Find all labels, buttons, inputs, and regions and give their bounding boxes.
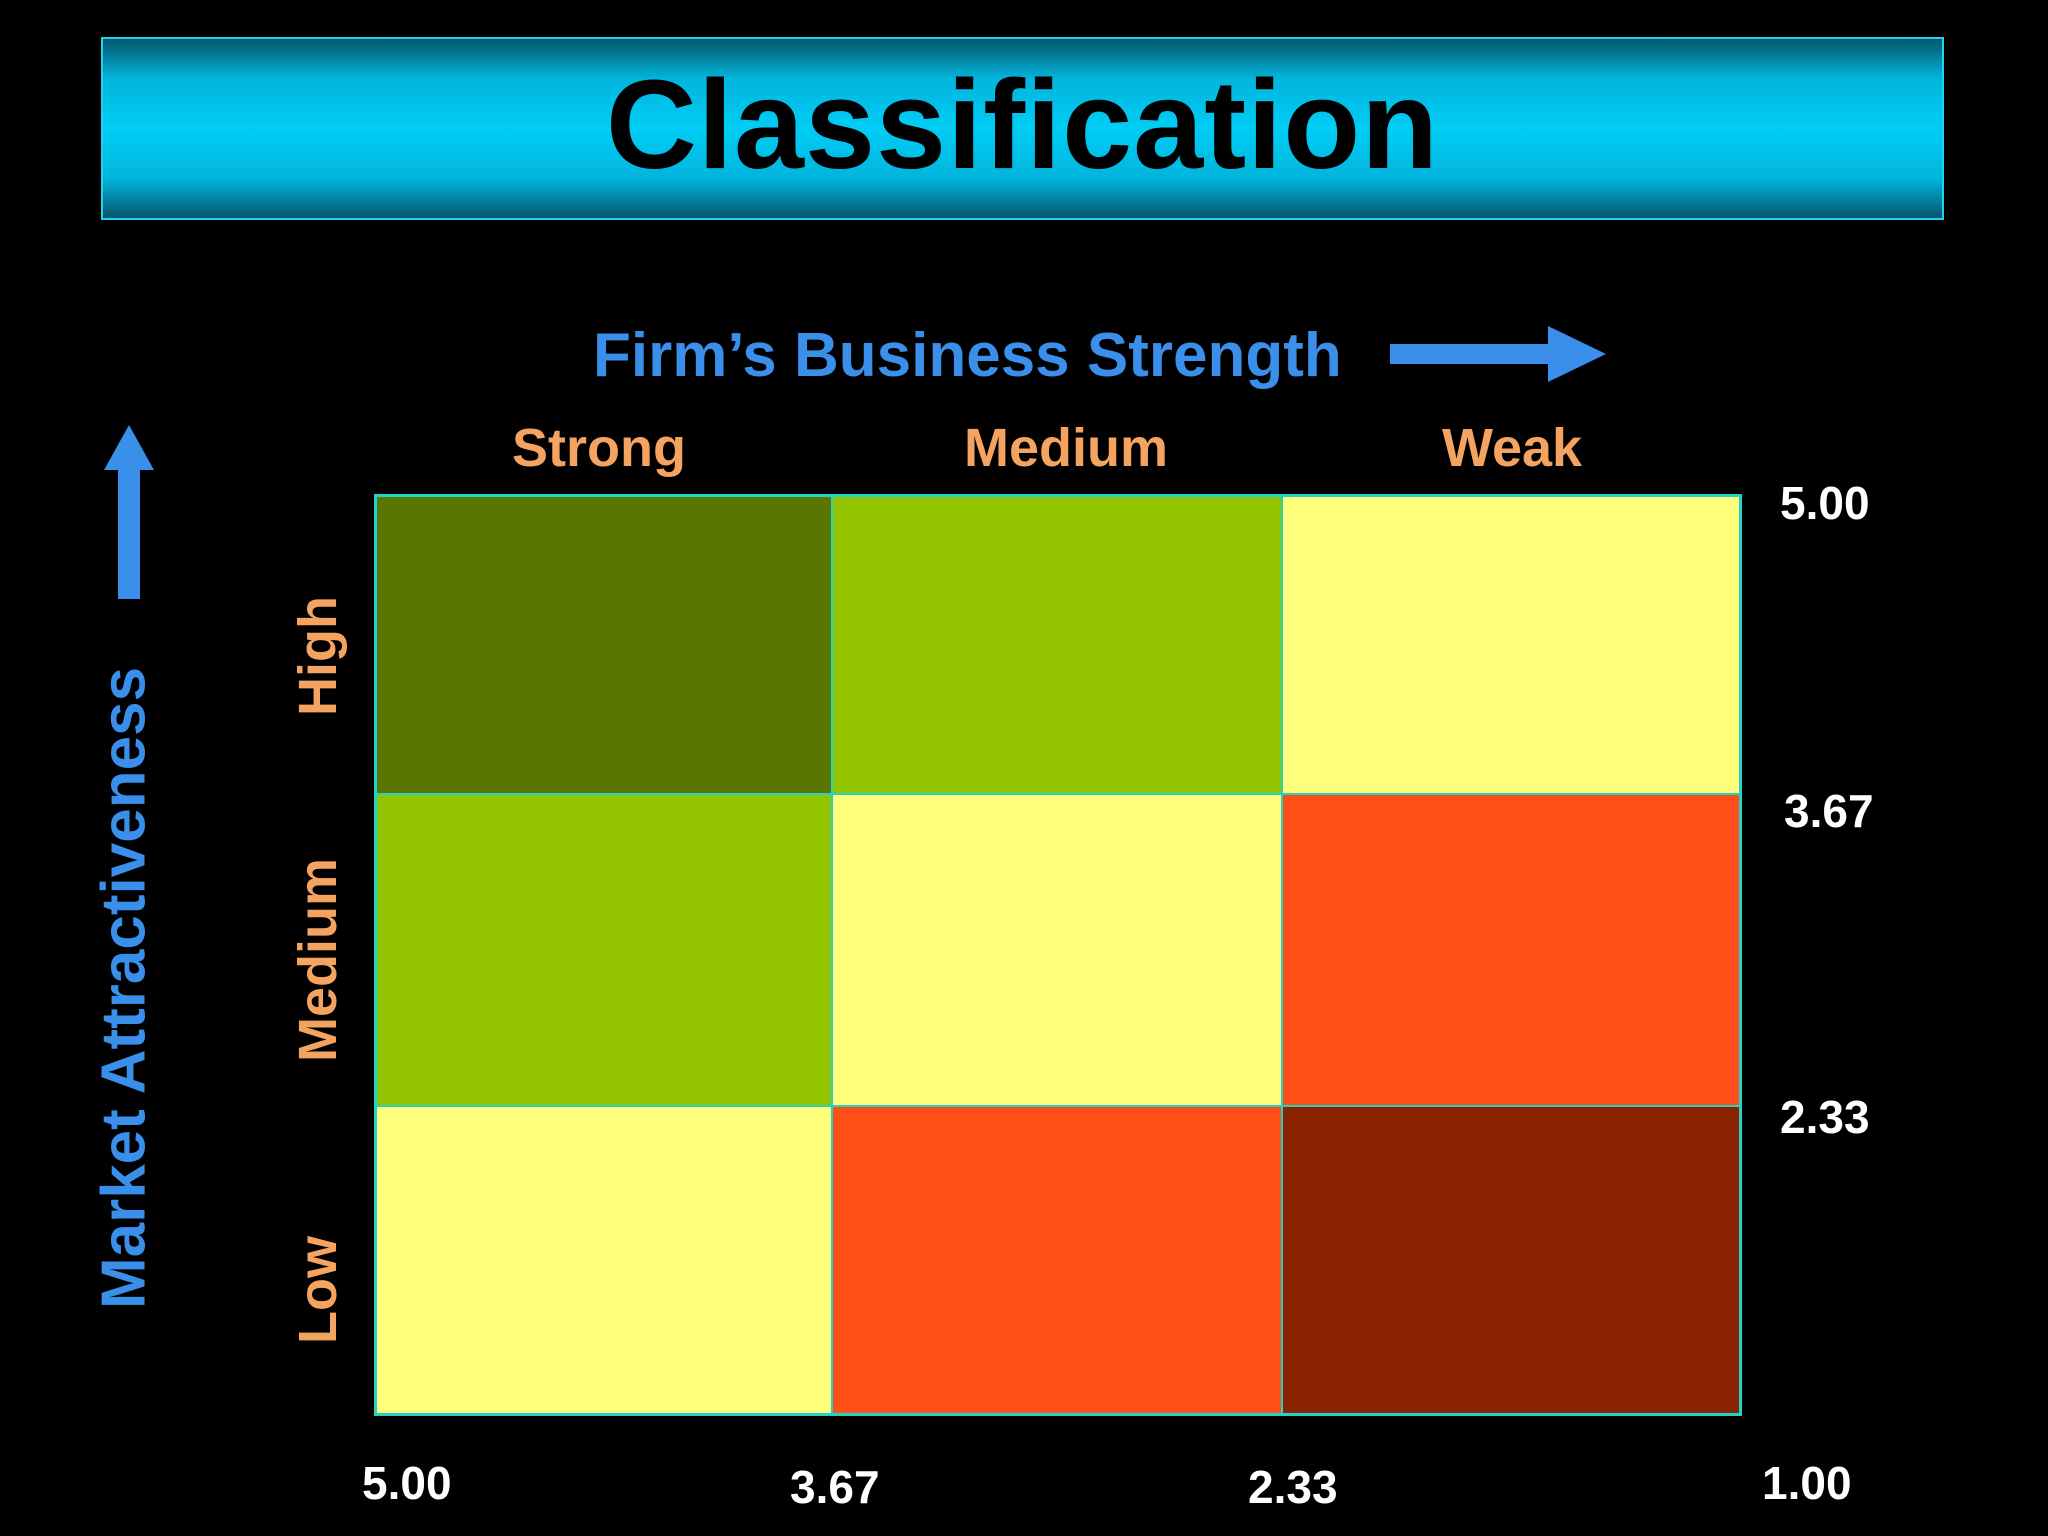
classification-matrix — [374, 494, 1742, 1416]
cell-high-strong — [376, 496, 832, 794]
cell-medium-strong — [376, 794, 832, 1106]
slide-title: Classification — [605, 54, 1440, 195]
cell-low-medium — [832, 1106, 1282, 1414]
cell-high-weak — [1282, 496, 1740, 794]
x-tick-label: 2.33 — [1248, 1461, 1338, 1513]
column-header-strong: Strong — [512, 418, 686, 478]
row-header-low: Low — [288, 1236, 348, 1344]
y-tick-label: 5.00 — [1780, 477, 1870, 529]
cell-low-strong — [376, 1106, 832, 1414]
cell-high-medium — [832, 496, 1282, 794]
row-header-medium: Medium — [288, 857, 348, 1063]
y-tick-label: 2.33 — [1780, 1091, 1870, 1143]
y-axis-title: Market Attractiveness — [89, 666, 159, 1310]
x-tick-label: 1.00 — [1762, 1457, 1852, 1509]
x-tick-label: 3.67 — [790, 1461, 880, 1513]
cell-medium-weak — [1282, 794, 1740, 1106]
x-tick-label: 5.00 — [362, 1457, 452, 1509]
column-header-medium: Medium — [963, 418, 1169, 478]
up-arrow-icon — [104, 425, 154, 599]
row-header-high: High — [288, 596, 348, 716]
column-header-weak: Weak — [1441, 418, 1583, 478]
cell-low-weak — [1282, 1106, 1740, 1414]
title-banner: Classification — [101, 37, 1944, 220]
y-tick-label: 3.67 — [1784, 785, 1874, 837]
x-axis-title: Firm’s Business Strength — [593, 321, 1342, 390]
cell-medium-medium — [832, 794, 1282, 1106]
right-arrow-icon — [1390, 326, 1606, 382]
